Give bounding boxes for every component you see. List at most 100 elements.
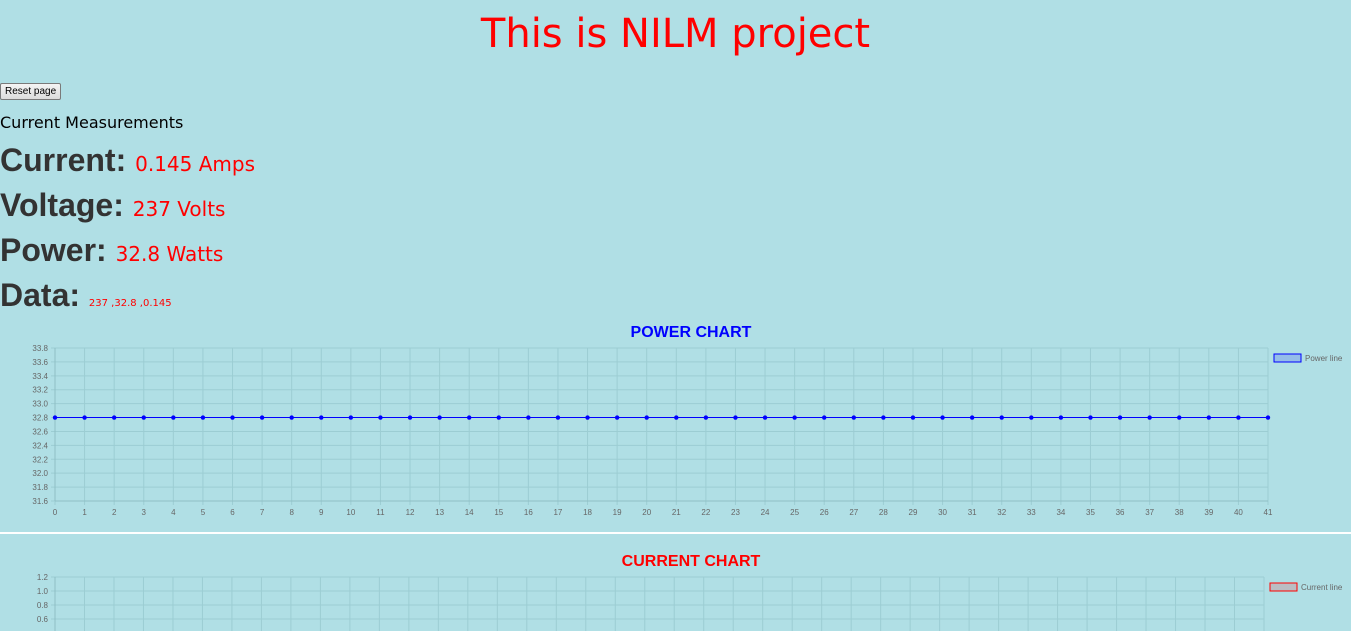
voltage-label: Voltage: [0,187,124,223]
x-tick-label: 29 [909,508,918,517]
power-data-point [466,415,472,420]
data-value: 237 ,32.8 ,0.145 [88,298,172,309]
x-tick-label: 21 [672,508,681,517]
power-data-point [526,415,531,420]
x-tick-label: 14 [465,508,474,517]
power-data-point [319,415,324,420]
current-label: Current: [0,142,127,178]
power-data-point [644,415,649,420]
x-tick-label: 10 [346,508,355,517]
x-tick-label: 1 [82,508,87,517]
voltage-measurement: Voltage: 237 Volts [0,187,225,227]
power-legend-swatch [1273,353,1302,363]
power-data-point [1177,415,1182,420]
current-chart-title: CURRENT CHART [621,553,761,570]
power-data-point [674,415,679,420]
power-data-point [1088,415,1093,420]
power-data-point [733,415,738,420]
power-label: Power: [0,232,107,268]
y-tick-label: 33.0 [32,400,48,409]
power-data-point [555,415,561,420]
x-tick-label: 23 [731,508,740,517]
page-title: This is NILM project [480,11,871,57]
power-data-point [52,415,58,420]
x-tick-label: 24 [761,508,770,517]
y-tick-label: 33.4 [32,372,48,381]
power-data-point [585,415,590,420]
power-data-point [614,415,620,420]
power-data-point [230,415,235,420]
power-data-point [792,415,797,420]
power-data-point [259,415,265,420]
power-data-point [910,415,916,420]
y-tick-label: 31.6 [32,497,48,506]
y-tick-label: 32.4 [32,441,48,450]
power-data-point [1029,415,1034,420]
y-tick-label: 33.8 [32,344,48,353]
power-data-point [1236,415,1241,420]
y-tick-label: 0.8 [37,601,49,610]
x-tick-label: 30 [938,508,947,517]
y-tick-label: 0.6 [37,615,49,624]
power-data-point [1117,415,1123,420]
x-tick-label: 41 [1264,508,1273,517]
power-data-point [940,415,945,420]
y-tick-label: 1.0 [37,587,49,596]
y-tick-label: 32.2 [32,455,48,464]
power-data-point [999,415,1004,420]
x-tick-label: 8 [289,508,294,517]
data-label: Data: [0,277,81,313]
x-tick-label: 13 [435,508,444,517]
power-data-point [851,415,857,420]
x-tick-label: 40 [1234,508,1243,517]
power-data-point [1058,415,1064,420]
power-data-point [1147,415,1152,420]
x-tick-label: 33 [1027,508,1036,517]
power-data-point [289,415,294,420]
y-tick-label: 31.8 [32,483,48,492]
x-tick-label: 2 [112,508,117,517]
x-tick-label: 5 [201,508,206,517]
x-tick-label: 7 [260,508,265,517]
x-tick-label: 26 [820,508,829,517]
power-data-point [200,415,206,420]
current-chart: 1.2 1.0 0.8 0.6 Current line [37,573,1343,631]
reset-page-button[interactable]: Reset page [0,83,62,100]
chart-divider [0,532,1351,534]
x-tick-label: 25 [790,508,799,517]
power-data-point [969,415,975,420]
x-tick-label: 16 [524,508,533,517]
voltage-value: 237 Volts [132,197,226,221]
power-measurement: Power: 32.8 Watts [0,232,223,272]
x-tick-label: 9 [319,508,324,517]
y-tick-label: 33.6 [32,358,48,367]
power-data-point [1206,415,1212,420]
x-tick-label: 36 [1116,508,1125,517]
x-tick-label: 39 [1204,508,1213,517]
power-data-point [111,415,117,420]
power-legend-label: Power line [1305,354,1343,363]
power-data-point [881,415,886,420]
power-data-point [822,415,827,420]
current-measurement: Current: 0.145 Amps [0,142,255,182]
x-tick-label: 37 [1145,508,1154,517]
x-tick-label: 19 [613,508,622,517]
current-legend-label: Current line [1301,583,1343,592]
y-tick-label: 32.6 [32,427,48,436]
current-value: 0.145 Amps [135,152,256,176]
x-tick-label: 12 [406,508,415,517]
x-tick-label: 20 [642,508,651,517]
x-tick-label: 28 [879,508,888,517]
y-tick-label: 32.0 [32,469,48,478]
power-chart: 31.6 31.8 32.0 32.2 32.4 32.6 32.8 33.0 33.2 33.4… [32,344,1343,517]
x-tick-label: 22 [701,508,710,517]
x-tick-label: 38 [1175,508,1184,517]
power-data-point [141,415,146,420]
x-tick-label: 35 [1086,508,1095,517]
x-tick-label: 0 [53,508,58,517]
x-tick-label: 32 [997,508,1006,517]
power-data-point [1265,415,1271,420]
data-measurement: Data: 237 ,32.8 ,0.145 [0,277,172,322]
x-tick-label: 15 [494,508,503,517]
current-legend-swatch [1269,582,1298,592]
